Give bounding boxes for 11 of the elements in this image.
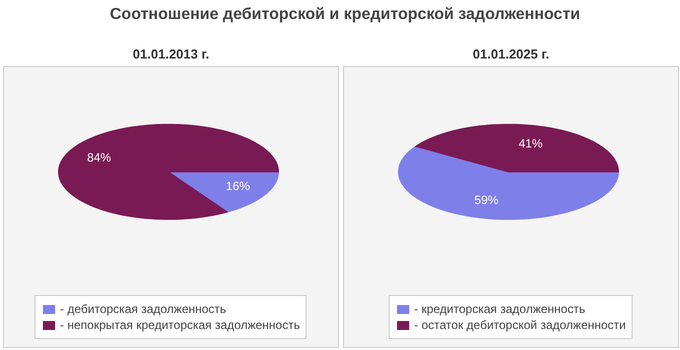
legend-label: - дебиторская задолженность xyxy=(60,302,226,316)
chart-subtitle: 01.01.2025 г. xyxy=(472,46,550,62)
data-label: 41% xyxy=(518,136,543,151)
data-label: 84% xyxy=(87,150,112,165)
legend-label: - остаток дебиторской задолженности xyxy=(414,318,626,332)
legend-label: - непокрытая кредиторская задолженность xyxy=(60,318,300,332)
text: Соотношение дебиторской и кредиторской задолженности xyxy=(110,5,580,25)
data-label: 16% xyxy=(226,179,250,194)
chart-subtitle: 01.01.2013 г. xyxy=(132,46,210,62)
data-label: 59% xyxy=(474,193,499,208)
legend-label: - кредиторская задолженность xyxy=(414,302,586,316)
